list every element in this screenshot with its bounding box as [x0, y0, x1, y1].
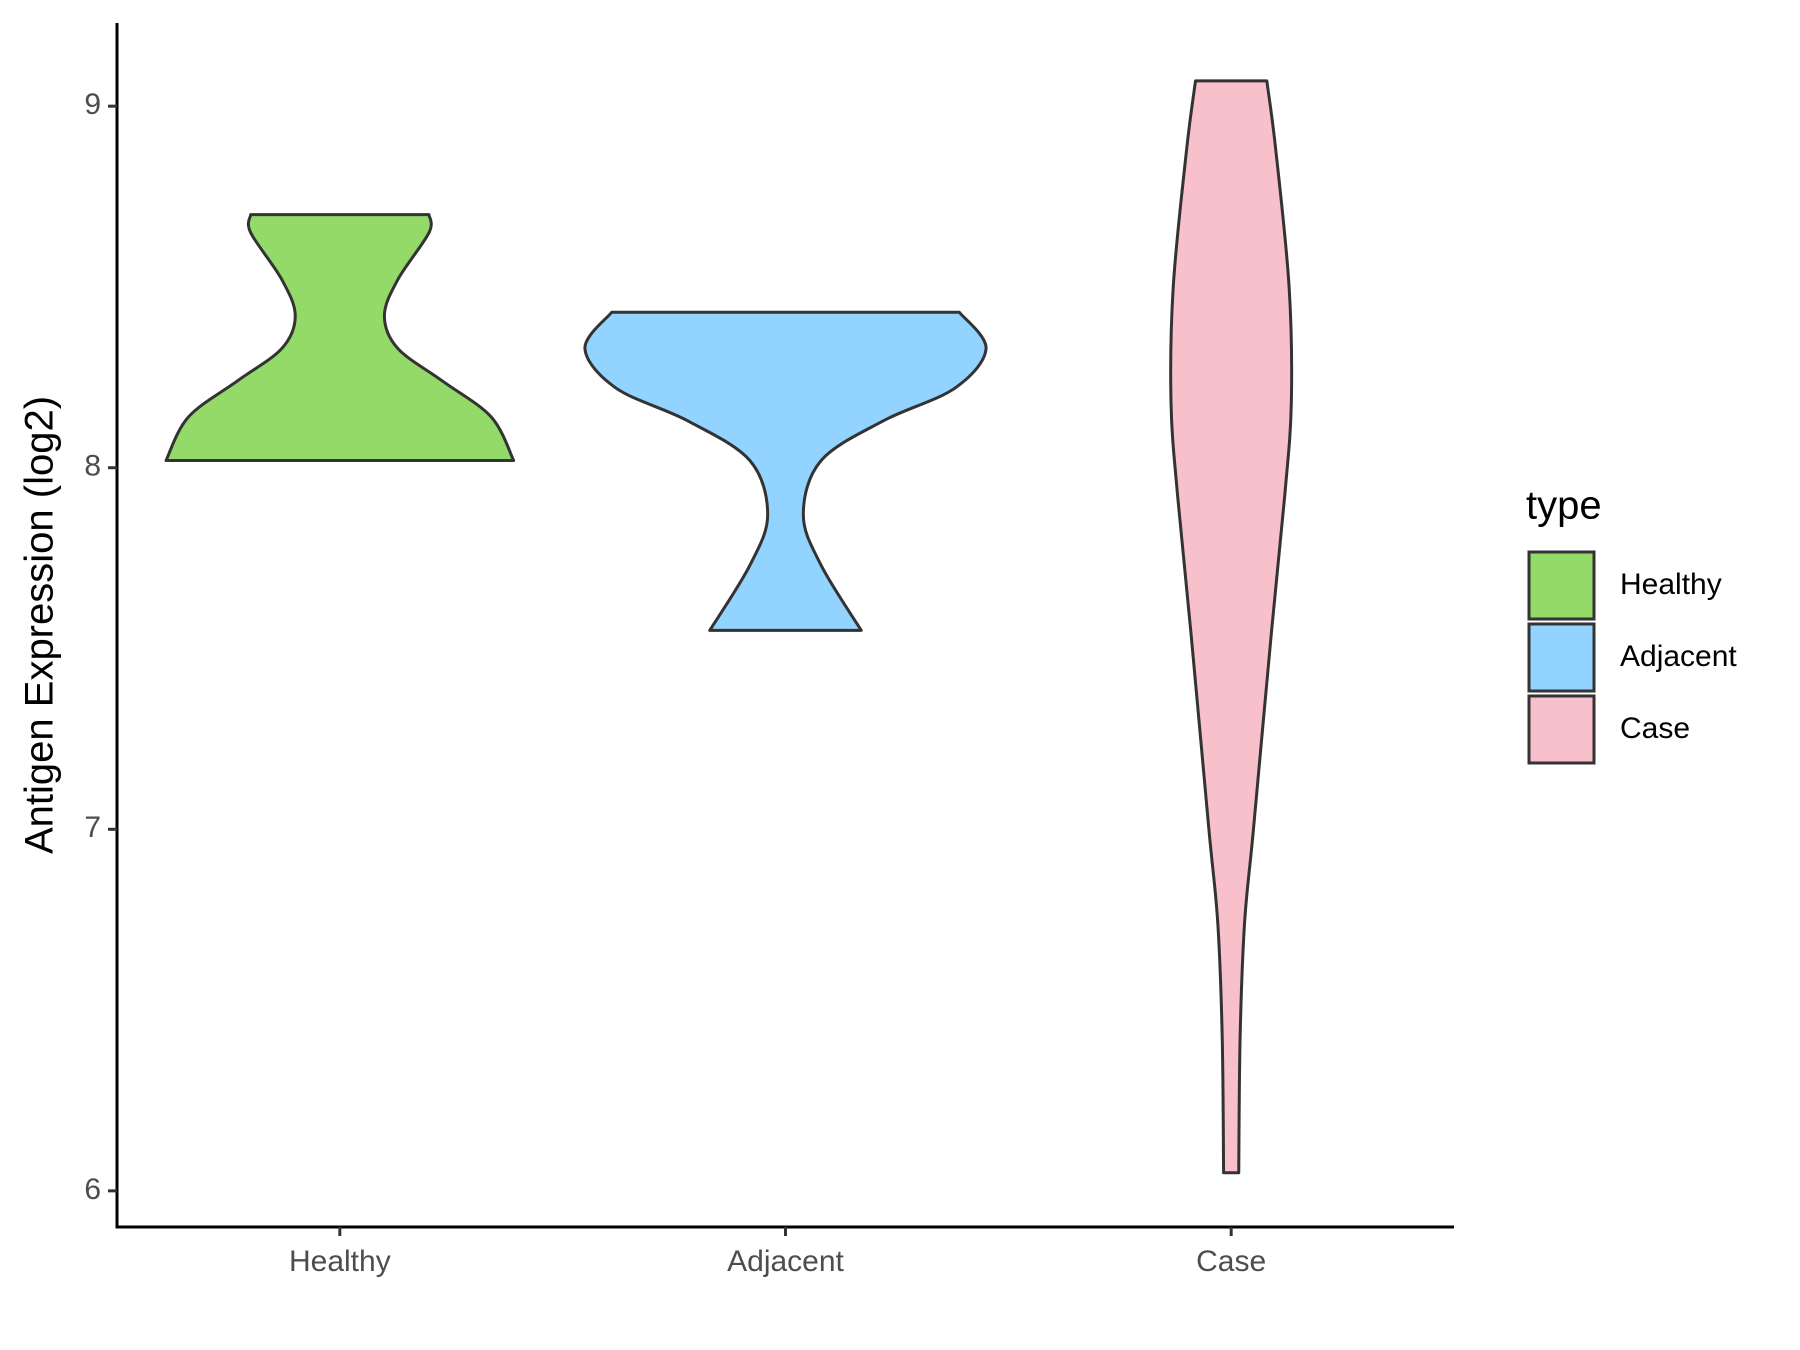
- y-tick-label: 9: [84, 88, 101, 121]
- legend-key: [1527, 622, 1596, 693]
- violin: [1169, 79, 1294, 1175]
- legend-key: [1527, 694, 1596, 765]
- x-tick-label: Adjacent: [727, 1245, 844, 1278]
- y-axis-title: Antigen Expression (log2): [18, 396, 62, 854]
- legend-title: type: [1526, 484, 1602, 528]
- violin: [164, 213, 516, 462]
- legend-key: [1527, 550, 1596, 621]
- y-tick-label: 6: [84, 1173, 101, 1206]
- legend-label: Case: [1620, 712, 1690, 745]
- x-tick-label: Healthy: [289, 1245, 391, 1278]
- y-tick-label: 8: [84, 450, 101, 483]
- x-tick-label: Case: [1196, 1245, 1266, 1278]
- y-tick-label: 7: [84, 811, 101, 844]
- legend-label: Healthy: [1620, 568, 1722, 601]
- violin: [583, 310, 988, 632]
- legend-label: Adjacent: [1620, 640, 1737, 673]
